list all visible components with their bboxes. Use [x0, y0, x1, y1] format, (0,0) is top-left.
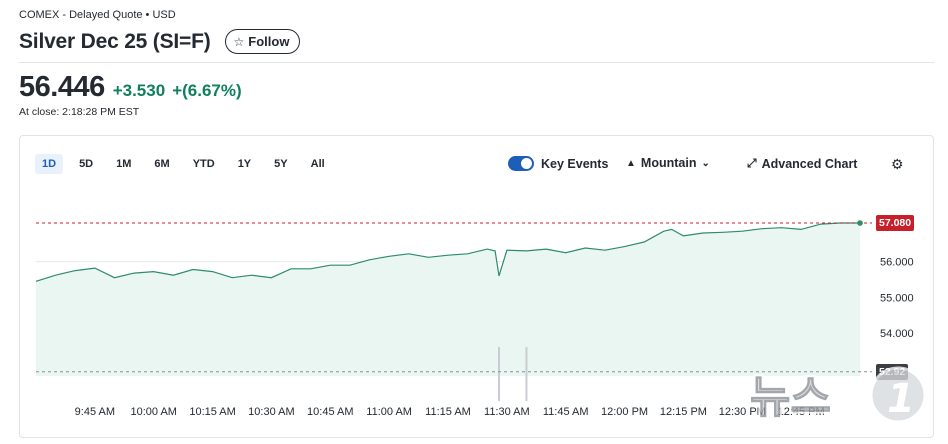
range-tab-1d[interactable]: 1D: [35, 154, 64, 174]
follow-label: Follow: [248, 34, 290, 49]
x-tick-label: 11:00 AM: [366, 406, 412, 418]
range-tab-1y[interactable]: 1Y: [237, 158, 252, 170]
chart-type-dropdown[interactable]: ▲ Mountain ⌄: [626, 156, 710, 170]
svg-text:뉴스: 뉴스: [750, 372, 831, 423]
price-change: +3.530: [112, 81, 166, 100]
mountain-icon: ▲: [626, 157, 636, 169]
x-tick-label: 10:45 AM: [307, 406, 353, 418]
x-tick-label: 10:15 AM: [189, 406, 235, 418]
x-tick-label: 10:30 AM: [248, 406, 294, 418]
x-tick-label: 11:15 AM: [425, 406, 471, 418]
x-tick-label: 12:15 PM: [660, 406, 707, 418]
x-tick-label: 9:45 AM: [75, 406, 115, 418]
svg-text:1: 1: [887, 376, 915, 422]
key-events-label: Key Events: [541, 156, 609, 171]
close-time: At close: 2:18:28 PM EST: [19, 106, 140, 118]
y-tick-label: 56.000: [880, 257, 914, 269]
chart-type-label: Mountain: [640, 156, 697, 170]
x-tick-label: 12:00 PM: [601, 406, 648, 418]
last-price-dot: [857, 220, 863, 226]
advanced-chart-label: Advanced Chart: [761, 156, 858, 171]
range-tab-6m[interactable]: 6M: [154, 158, 170, 170]
y-tick-label: 54.000: [880, 328, 914, 340]
star-icon: ☆: [233, 34, 245, 49]
header-divider: [19, 62, 934, 63]
range-tabs: 1D 5D 1M 6M YTD 1Y 5Y All: [35, 154, 341, 174]
news1-watermark-logo: 뉴스 뉴스 1: [748, 366, 927, 426]
x-tick-label: 10:00 AM: [130, 406, 176, 418]
exchange-info: COMEX - Delayed Quote • USD: [19, 9, 176, 21]
chevron-down-icon: ⌄: [701, 157, 710, 169]
price-change-percent: +(6.67%): [172, 81, 242, 100]
expand-icon: ⤢: [747, 156, 757, 170]
follow-button[interactable]: ☆ Follow: [224, 29, 301, 54]
svg-text:뉴스: 뉴스: [750, 372, 831, 423]
gear-icon: ⚙: [891, 156, 904, 172]
last-price-tag: 57.080: [876, 215, 915, 231]
chart-card: 1D 5D 1M 6M YTD 1Y 5Y All Key Events ▲ Mountain…: [19, 135, 934, 438]
key-events-toggle[interactable]: Key Events: [508, 156, 608, 171]
y-tick-label: 55.000: [880, 292, 914, 304]
page-title: Silver Dec 25 (SI=F): [19, 29, 211, 53]
range-tab-1m[interactable]: 1M: [116, 158, 132, 170]
x-tick-label: 12:30 PM: [719, 406, 766, 418]
price-chart[interactable]: 56.000 55.000 54.000 9:45 AM 10:00 AM 10:15 A…: [20, 136, 933, 437]
range-tab-5y[interactable]: 5Y: [274, 158, 288, 170]
range-tab-ytd[interactable]: YTD: [192, 158, 215, 170]
advanced-chart-button[interactable]: ⤢ Advanced Chart: [747, 156, 857, 171]
settings-button[interactable]: ⚙: [891, 156, 904, 173]
current-price: 56.446: [19, 71, 105, 103]
toggle-switch[interactable]: [508, 156, 534, 171]
price-line: [35, 222, 860, 282]
price-area: [36, 223, 860, 376]
range-tab-5d[interactable]: 5D: [79, 158, 94, 170]
x-tick-label: 12:45 PM: [778, 406, 825, 418]
x-tick-label: 11:45 AM: [543, 406, 589, 418]
range-tab-all[interactable]: All: [310, 158, 325, 170]
x-tick-label: 11:30 AM: [484, 406, 530, 418]
